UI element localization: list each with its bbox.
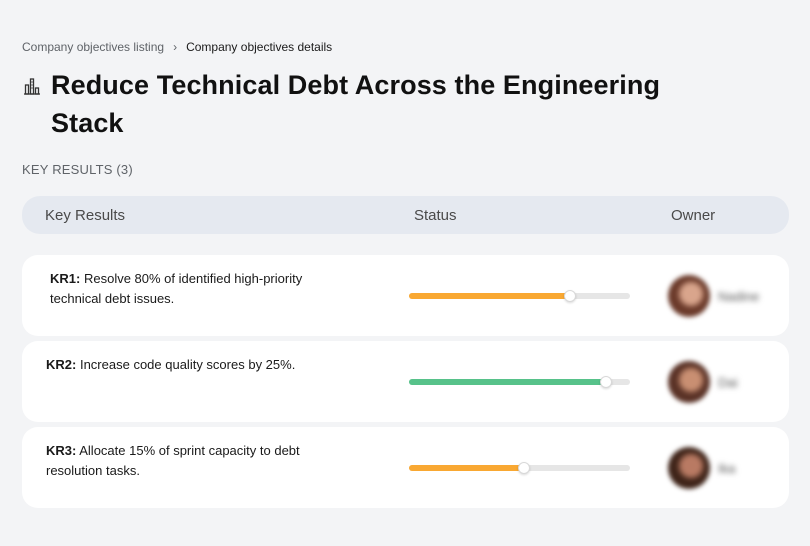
chevron-right-icon: › — [173, 40, 178, 54]
progress-fill — [409, 465, 524, 471]
avatar — [668, 275, 710, 317]
key-result-description: KR3: Allocate 15% of sprint capacity to … — [46, 441, 346, 481]
owner-cell[interactable]: Nadine — [668, 275, 759, 317]
page-title: Reduce Technical Debt Across the Enginee… — [51, 70, 661, 138]
progress-fill — [409, 293, 571, 299]
breadcrumb: Company objectives listing › Company obj… — [22, 40, 332, 54]
owner-name: Ika — [718, 460, 736, 476]
header-key-results: Key Results — [45, 207, 126, 224]
progress-handle[interactable] — [599, 376, 612, 388]
building-chart-icon — [24, 78, 40, 95]
key-result-row[interactable]: KR1: Resolve 80% of identified high-prio… — [22, 255, 789, 336]
progress-handle[interactable] — [564, 290, 577, 302]
title-row: Reduce Technical Debt Across the Enginee… — [22, 66, 701, 142]
header-status: Status — [414, 207, 457, 224]
key-result-code: KR1: — [50, 271, 81, 286]
progress-bar — [409, 462, 630, 474]
key-result-description: KR2: Increase code quality scores by 25%… — [46, 355, 346, 375]
key-result-text: Allocate 15% of sprint capacity to debt … — [46, 443, 300, 478]
key-results-count-label: KEY RESULTS (3) — [22, 162, 133, 177]
avatar — [668, 447, 710, 489]
owner-cell[interactable]: Ika — [668, 447, 735, 489]
owner-name: Dai — [718, 374, 738, 390]
key-result-text: Resolve 80% of identified high-priority … — [50, 271, 303, 306]
progress-fill — [409, 379, 606, 385]
key-result-row[interactable]: KR3: Allocate 15% of sprint capacity to … — [22, 427, 789, 508]
key-result-row[interactable]: KR2: Increase code quality scores by 25%… — [22, 341, 789, 422]
breadcrumb-link-objectives-listing[interactable]: Company objectives listing — [22, 40, 165, 54]
owner-name: Nadine — [718, 288, 760, 304]
progress-bar — [409, 376, 630, 388]
key-result-description: KR1: Resolve 80% of identified high-prio… — [50, 269, 350, 309]
key-result-code: KR3: — [46, 443, 77, 458]
owner-cell[interactable]: Dai — [668, 361, 738, 403]
breadcrumb-current: Company objectives details — [186, 40, 333, 54]
header-owner: Owner — [671, 207, 716, 224]
progress-handle[interactable] — [517, 462, 530, 474]
progress-bar — [409, 290, 630, 302]
key-result-code: KR2: — [46, 357, 77, 372]
key-result-text: Increase code quality scores by 25%. — [79, 357, 296, 372]
table-header: Key Results Status Owner — [22, 196, 789, 234]
avatar — [668, 361, 710, 403]
